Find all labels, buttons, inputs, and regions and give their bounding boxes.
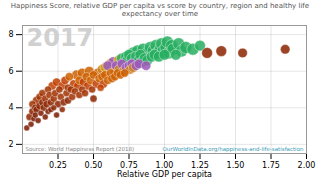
html-text:Happiness Score, relative GDP: Happiness Score, relative GDP per capita…: [10, 2, 310, 18]
svg-text:Relative GDP per capita: Relative GDP per capita: [117, 170, 212, 179]
svg-text:0.75: 0.75: [120, 161, 138, 171]
svg-text:Source: World Happiness Report: Source: World Happiness Report (2018): [26, 146, 135, 153]
svg-text:8: 8: [8, 30, 13, 39]
svg-text:1.25: 1.25: [191, 161, 209, 171]
svg-text:0.50: 0.50: [85, 161, 103, 170]
svg-text:2.00: 2.00: [298, 161, 316, 170]
svg-text:1.00: 1.00: [155, 161, 174, 171]
svg-text:1.75: 1.75: [262, 161, 280, 170]
svg-text:1.50: 1.50: [227, 161, 245, 170]
svg-text:2017: 2017: [27, 24, 94, 52]
svg-text:6: 6: [8, 67, 13, 76]
svg-text:OurWorldInData.org/happiness-a: OurWorldInData.org/happiness-and-life-sa…: [163, 146, 305, 153]
svg-text:2: 2: [8, 140, 13, 149]
svg-text:4: 4: [8, 103, 13, 112]
svg-text:0.25: 0.25: [49, 161, 67, 170]
